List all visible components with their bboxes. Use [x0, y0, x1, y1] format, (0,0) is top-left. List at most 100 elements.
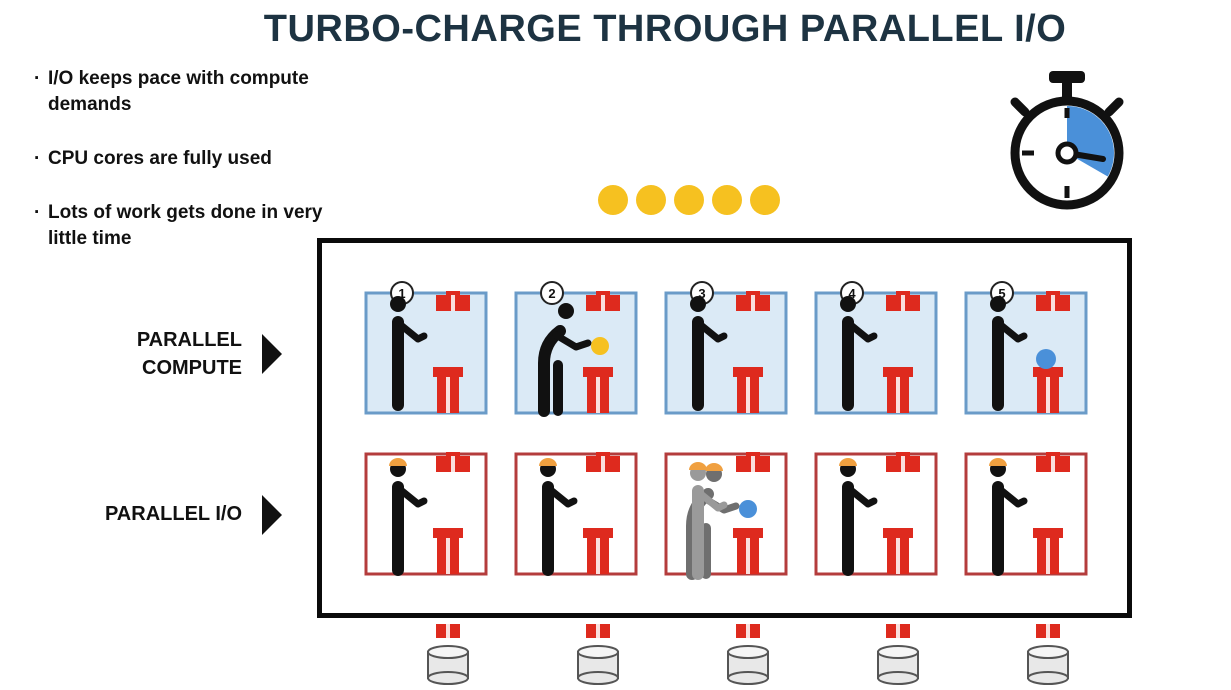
- bullet-dot: ·: [34, 148, 41, 169]
- pipe-cap: [1033, 528, 1063, 538]
- worker-number: 1: [398, 286, 405, 301]
- worker-number: 5: [998, 286, 1005, 301]
- compute-cell: 3: [664, 281, 788, 415]
- person-arm: [552, 331, 592, 351]
- pipe-top-cap: [746, 452, 760, 456]
- compute-cell-box: [964, 291, 1088, 415]
- pipe-highlight: [901, 456, 905, 472]
- pipe-top-cap: [896, 291, 910, 295]
- pipe-highlight: [1051, 295, 1055, 311]
- disk-bottom: [877, 671, 919, 685]
- task-ball-blue: [739, 500, 757, 518]
- parallel-io-label: PARALLEL I/O: [104, 503, 242, 525]
- person-body: [692, 485, 704, 580]
- pipe-highlight: [901, 295, 905, 311]
- pipe-highlight: [746, 377, 750, 413]
- person-body: [992, 481, 1004, 576]
- disk-top-icon: [1027, 645, 1069, 659]
- disk-bottom: [727, 671, 769, 685]
- person-arm: [998, 322, 1028, 343]
- person-body: [392, 316, 404, 411]
- person-arm: [548, 487, 578, 508]
- pipe-highlight: [746, 538, 750, 574]
- system-frame: [317, 238, 1132, 618]
- bullet-text: CPU cores are fully used: [48, 148, 272, 169]
- pipe-highlight: [601, 295, 605, 311]
- bullet-item: · Lots of work gets done in very little …: [34, 200, 334, 252]
- stopwatch-button-left: [1010, 97, 1030, 117]
- pipe-highlight: [451, 295, 455, 311]
- worker-number-badge: [540, 281, 564, 305]
- hardhat-icon: [839, 458, 857, 466]
- worker-number: 2: [548, 286, 555, 301]
- task-ball-blue: [1036, 349, 1056, 369]
- pipe-highlight: [746, 624, 750, 638]
- person-arm: [398, 322, 428, 343]
- work-token-icon: [636, 185, 666, 215]
- hardhat-icon: [539, 458, 557, 466]
- pipe-highlight: [1046, 624, 1050, 638]
- person-arm: [998, 487, 1028, 508]
- disk-top-icon: [727, 645, 769, 659]
- pipe-highlight: [896, 538, 900, 574]
- pipe-top-cap: [1046, 291, 1060, 295]
- disk-bottom: [1027, 671, 1069, 685]
- pipe-cap: [433, 528, 463, 538]
- io-cell: [664, 452, 788, 580]
- io-cell-box: [514, 452, 638, 576]
- person-head: [690, 296, 706, 312]
- bullet-text: Lots of work gets done in very little ti…: [48, 202, 323, 249]
- pipe-highlight: [451, 456, 455, 472]
- worker-number: 3: [698, 286, 705, 301]
- pipe-highlight: [896, 624, 900, 638]
- person-head: [558, 303, 574, 319]
- storage-unit: [1027, 624, 1069, 685]
- pipe-cap: [1033, 367, 1063, 377]
- bullet-dot: ·: [34, 202, 41, 223]
- pipe-highlight: [596, 377, 600, 413]
- stopwatch-center: [1055, 141, 1079, 165]
- worker-number: 4: [848, 286, 856, 301]
- compute-cell-box: [664, 291, 788, 415]
- person-head: [990, 296, 1006, 312]
- compute-cell: 2: [514, 281, 638, 417]
- person-body: [842, 316, 854, 411]
- work-token-icon: [598, 185, 628, 215]
- pipe-highlight: [751, 295, 755, 311]
- pipe-highlight: [596, 624, 600, 638]
- pipe-top-cap: [446, 291, 460, 295]
- pipe-highlight: [446, 377, 450, 413]
- disk-bottom: [427, 671, 469, 685]
- stopwatch-crown: [1049, 71, 1085, 83]
- stopwatch-button-right: [1104, 97, 1124, 117]
- bullet-dot: ·: [34, 68, 41, 89]
- hardhat-icon: [689, 462, 707, 470]
- pipe-highlight: [596, 538, 600, 574]
- io-cell-box: [814, 452, 938, 576]
- io-cell: [514, 452, 638, 576]
- person-arm: [398, 487, 428, 508]
- person-arm: [848, 322, 878, 343]
- work-token-icon: [712, 185, 742, 215]
- compute-cell: 1: [364, 281, 488, 415]
- work-token-icon: [750, 185, 780, 215]
- io-row-arrow-icon: [262, 495, 282, 535]
- bullet-text: I/O keeps pace with compute demands: [48, 68, 309, 115]
- io-cell: [814, 452, 938, 576]
- storage-unit: [877, 624, 919, 685]
- io-cell: [364, 452, 488, 576]
- pipe-cap: [433, 367, 463, 377]
- bullet-item: · CPU cores are fully used: [34, 146, 334, 172]
- page-title: TURBO-CHARGE THROUGH PARALLEL I/O: [263, 8, 1067, 50]
- disk-top-icon: [577, 645, 619, 659]
- task-ball-yellow: [591, 337, 609, 355]
- person-body: [692, 316, 704, 411]
- stopwatch-icon: [1010, 71, 1124, 210]
- pipe-highlight: [446, 538, 450, 574]
- pipe-cap: [733, 367, 763, 377]
- bullet-list: · I/O keeps pace with compute demands · …: [34, 66, 334, 280]
- compute-cell-box: [514, 291, 638, 415]
- pipe-top-cap: [596, 452, 610, 456]
- io-cell-box: [964, 452, 1088, 576]
